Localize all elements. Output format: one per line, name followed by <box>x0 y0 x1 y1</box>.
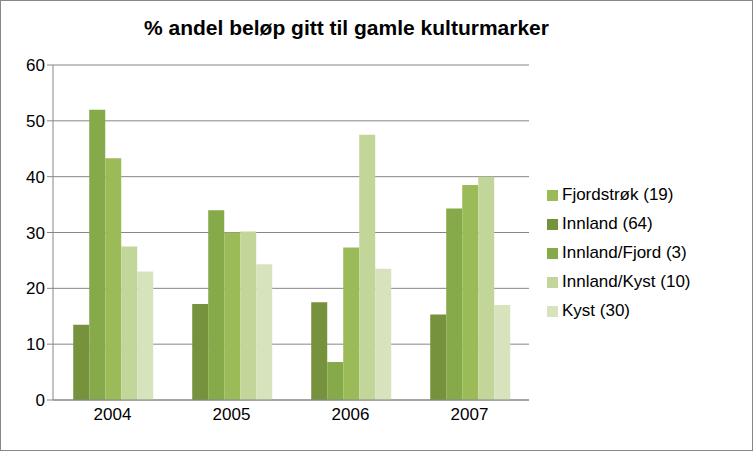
svg-text:0: 0 <box>36 391 45 410</box>
html-text:Fjordstrøk (19): Fjordstrøk (19) <box>562 185 674 204</box>
html-text:Innland/Fjord (3): Innland/Fjord (3) <box>562 243 687 262</box>
svg-text:2004: 2004 <box>94 405 132 424</box>
svg-text:2007: 2007 <box>451 405 489 424</box>
svg-text:40: 40 <box>26 168 45 187</box>
svg-text:2006: 2006 <box>332 405 370 424</box>
svg-text:10: 10 <box>26 335 45 354</box>
html-text:Innland/Kyst (10): Innland/Kyst (10) <box>562 272 691 291</box>
svg-text:20: 20 <box>26 279 45 298</box>
svg-text:30: 30 <box>26 224 45 243</box>
html-text:Innland (64): Innland (64) <box>562 214 653 233</box>
svg-text:60: 60 <box>26 56 45 75</box>
html-text:Kyst (30): Kyst (30) <box>562 301 630 320</box>
html-text:% andel beløp gitt til gamle k: % andel beløp gitt til gamle kulturmarke… <box>144 16 549 39</box>
svg-text:2005: 2005 <box>213 405 251 424</box>
svg-text:50: 50 <box>26 112 45 131</box>
